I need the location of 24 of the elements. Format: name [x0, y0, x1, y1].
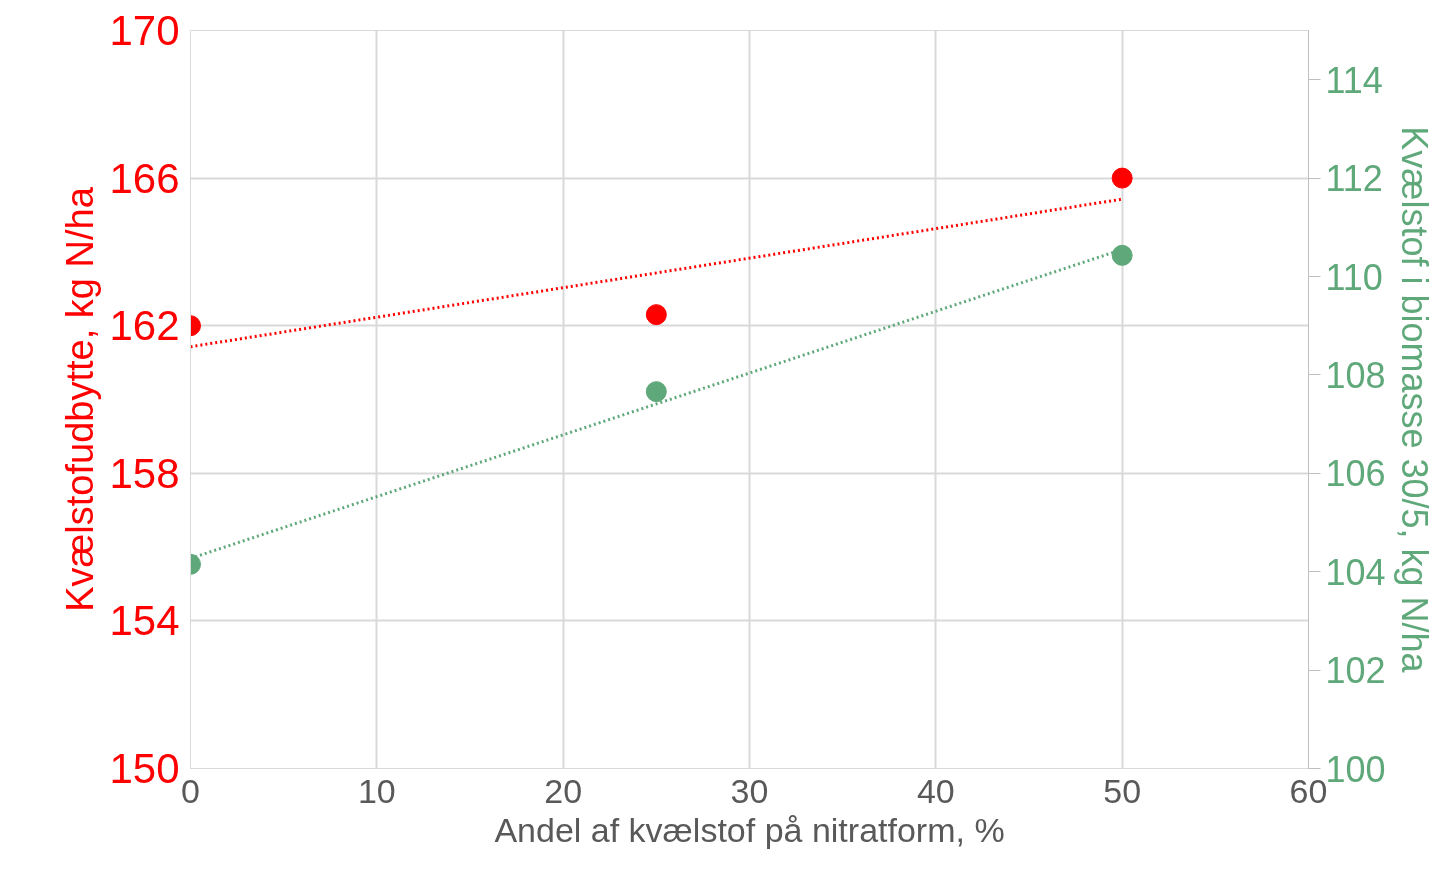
- y-tick-label: 166: [109, 154, 180, 202]
- y-tick-label: 170: [109, 7, 180, 54]
- y2-tick-label: 102: [1325, 650, 1386, 692]
- x-tick-label: 20: [544, 771, 583, 810]
- y-tick-label: 154: [109, 597, 180, 645]
- y2-tick-label: 112: [1325, 158, 1383, 200]
- y-tick-label: 158: [109, 449, 180, 497]
- y2-tick-label: 110: [1325, 256, 1383, 298]
- y-tick-label: 162: [109, 302, 180, 350]
- y-axis-title: Kvælstofudbytte, kg N/ha: [59, 186, 102, 612]
- y-tick-label: 150: [109, 745, 180, 792]
- y2-axis-title: Kvælstof i biomasse 30/5, kg N/ha: [1393, 126, 1435, 674]
- x-axis-title: Andel af kvælstof på nitratform, %: [494, 810, 1005, 849]
- x-tick-label: 30: [730, 771, 769, 810]
- x-tick-label: 50: [1103, 771, 1142, 810]
- y2-tick-label: 108: [1325, 354, 1386, 396]
- y2-tick-label: 106: [1325, 453, 1386, 495]
- y2-tick-label: 104: [1325, 551, 1386, 593]
- x-tick-label: 40: [916, 771, 955, 810]
- x-tick-label: 0: [181, 771, 200, 810]
- x-tick-label: 10: [357, 771, 396, 810]
- x-tick-label: 60: [1289, 771, 1328, 810]
- y2-tick-label: 114: [1325, 59, 1383, 101]
- y2-tick-label: 100: [1325, 748, 1386, 790]
